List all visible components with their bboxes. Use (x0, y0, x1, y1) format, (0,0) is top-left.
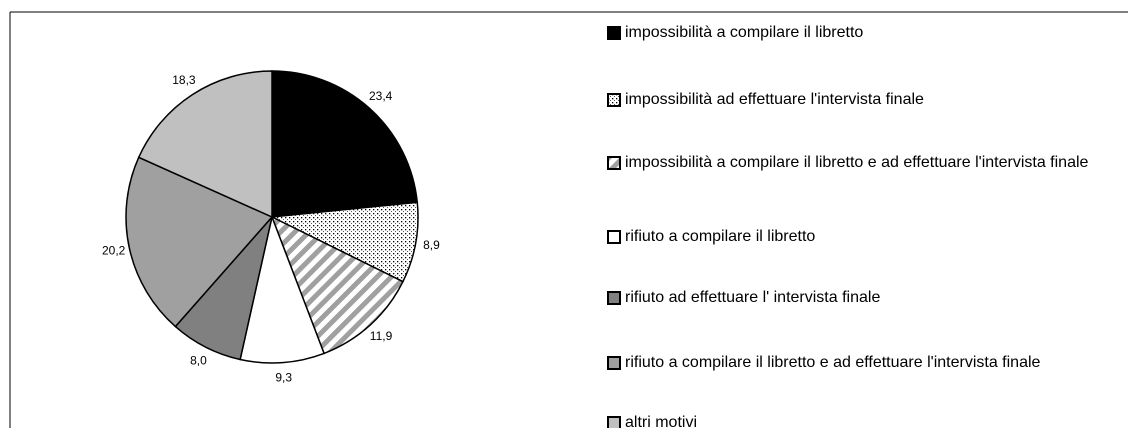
pie-slice (239, 214, 326, 364)
data-label: 8,0 (190, 354, 207, 368)
pie-slice (271, 70, 419, 218)
legend-label: impossibilità a compilare il libretto (625, 24, 864, 41)
legend-swatch (607, 356, 621, 370)
data-label: 11,9 (370, 329, 393, 343)
data-label: 18,3 (172, 73, 196, 87)
legend-label: rifiuto a compilare il libretto (625, 228, 816, 245)
legend-swatch (607, 291, 621, 305)
data-label: 23,4 (369, 89, 393, 103)
legend-entry: rifiuto a compilare il libretto (607, 225, 1122, 249)
legend-swatch (607, 26, 621, 40)
legend-label: impossibilità ad effettuare l'intervista… (625, 91, 924, 108)
legend-entry: impossibilità a compilare il libretto (607, 21, 1122, 45)
legend-entry: rifiuto a compilare il libretto e ad eff… (607, 351, 1122, 375)
data-label: 9,3 (275, 371, 292, 385)
legend-swatch (607, 416, 621, 428)
data-label: 8,9 (423, 238, 440, 252)
legend-entry: impossibilità ad effettuare l'intervista… (607, 88, 1122, 112)
pie-slice (269, 201, 419, 283)
legend-swatch (607, 156, 621, 170)
pie-slice (125, 156, 274, 328)
legend-label: rifiuto ad effettuare l' intervista fina… (625, 289, 881, 306)
data-label: 20,2 (102, 244, 126, 258)
legend-entry: altri motivi (607, 411, 1122, 428)
legend-swatch (607, 93, 621, 107)
legend-swatch (607, 230, 621, 244)
legend-entry: rifiuto ad effettuare l' intervista fina… (607, 286, 1122, 310)
pie-slice (137, 70, 273, 219)
pie-slice (270, 215, 404, 355)
legend-label: altri motivi (625, 414, 698, 428)
legend-label: rifiuto a compilare il libretto e ad eff… (625, 354, 1041, 371)
legend-label: impossibilità a compilare il libretto e … (625, 154, 1089, 171)
legend-entry: impossibilità a compilare il libretto e … (607, 151, 1122, 175)
